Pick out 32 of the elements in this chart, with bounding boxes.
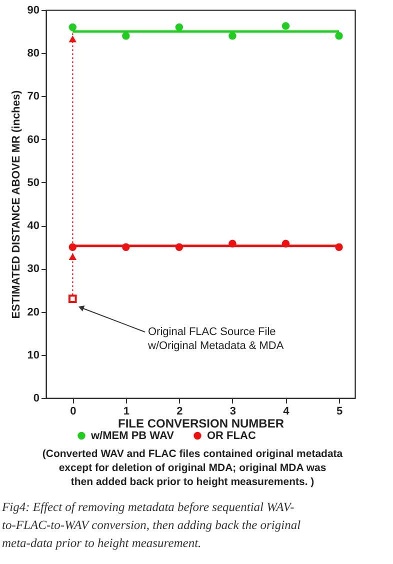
point [68, 23, 77, 32]
y-tick-label: 70 [27, 90, 40, 103]
x-tick-label: 1 [123, 406, 130, 418]
x-tick-label: 5 [336, 406, 343, 418]
x-axis-title: FILE CONVERSION NUMBER [118, 416, 284, 430]
x-tick-label: 0 [70, 406, 76, 418]
x-tick-label: 4 [283, 406, 290, 418]
point [228, 32, 236, 40]
y-tick-label: 40 [27, 220, 40, 232]
y-tick-label: 0 [33, 392, 40, 404]
point [122, 32, 130, 40]
caption: Fig4: Effect of removing metadata before sequential WAV-to-FLAC-to-WAV conversion, then adding back the original meta-data prior to height measurement. [1, 500, 302, 550]
y-tick-label: 90 [27, 4, 40, 16]
point [68, 294, 77, 304]
y-tick-label: 60 [27, 134, 40, 146]
y-tick-label: 30 [27, 263, 40, 276]
y-tick-label: 80 [27, 48, 40, 60]
legend-label: w/MEM PB WAV [90, 430, 175, 442]
y-tick-label: 50 [27, 176, 40, 189]
legend-label: OR FLAC [207, 430, 256, 442]
text: (Converted WAV and FLAC files contained original metadata except for deletion of original MDA; original MDA was then added back prior to height measurements. ) [42, 448, 343, 488]
point [68, 253, 77, 260]
point [282, 22, 290, 30]
x-tick-label: 2 [176, 406, 183, 418]
y-tick-label: 10 [27, 349, 40, 362]
y-axis-title: ESTIMATED DISTANCE ABOVE MR (inches) [10, 90, 22, 319]
point [175, 23, 184, 32]
x-tick-label: 3 [230, 406, 236, 418]
point [68, 36, 77, 42]
annotation: Original FLAC Source File w/Original Metadata & MDA [147, 326, 284, 352]
point [335, 32, 343, 40]
y-tick-label: 20 [27, 306, 40, 318]
